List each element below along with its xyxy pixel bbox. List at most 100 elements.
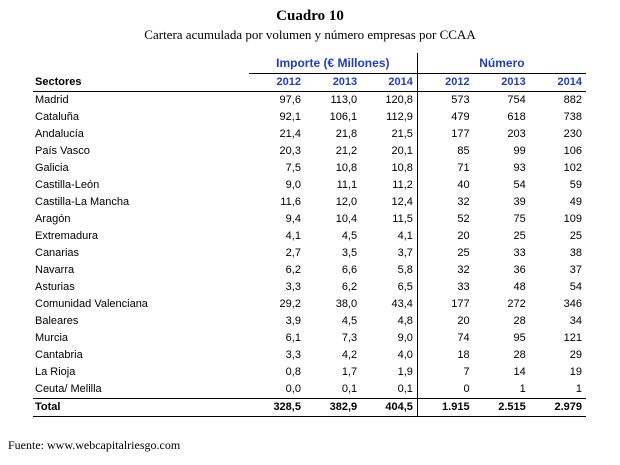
numero-cell: 1 [575, 383, 582, 395]
importe-cell: 112,9 [361, 109, 418, 126]
column-header-year: 2014 [361, 73, 418, 92]
importe-cell: 3,7 [361, 245, 418, 262]
numero-cell: 0 [463, 383, 470, 395]
importe-cell: 11,5 [361, 211, 418, 228]
table-row: Canarias 2,7 3,5 3,7 25 33 38 [33, 245, 586, 262]
importe-cell: 4,0 [361, 347, 418, 364]
importe-cell: 3,5 [341, 247, 358, 259]
table-row: La Rioja 0,8 1,7 1,9 7 14 19 [33, 364, 586, 381]
importe-cell: 4,5 [341, 230, 358, 242]
numero-cell: 230 [563, 128, 582, 140]
importe-cell: 10,8 [335, 162, 358, 174]
importe-cell: 92,1 [279, 111, 301, 123]
numero-cell: 32 [457, 196, 470, 208]
importe-cell: 7,3 [341, 332, 358, 344]
numero-cell: 25 [513, 230, 526, 242]
numero-cell: 28 [513, 349, 526, 361]
numero-cell: 25 [457, 247, 470, 259]
importe-cell: 3,3 [285, 349, 301, 361]
importe-cell: 10,4 [335, 213, 358, 225]
table-row: Cantabria 3,3 4,2 4,0 18 28 29 [33, 347, 586, 364]
sector-name: Ceuta/ Melilla [35, 383, 102, 395]
table-row: Baleares 3,9 4,5 4,8 20 28 34 [33, 313, 586, 330]
data-table: Importe (€ Millones) Número Sectores 201… [33, 53, 586, 417]
sector-name: Asturias [35, 281, 75, 293]
table-row: Madrid 97,6 113,0 120,8 573 754 882 [33, 91, 586, 109]
numero-cell: 28 [513, 315, 526, 327]
sector-name: País Vasco [35, 145, 90, 157]
sector-name: Galicia [35, 162, 69, 174]
importe-cell: 328,5 [248, 398, 305, 417]
importe-cell: 21,4 [279, 128, 301, 140]
importe-cell: 0,8 [285, 366, 301, 378]
numero-cell: 38 [569, 247, 582, 259]
table-row: Cataluña 92,1 106,1 112,9 479 618 738 [33, 109, 586, 126]
numero-cell: 1.915 [417, 398, 474, 417]
numero-cell: 49 [569, 196, 582, 208]
numero-cell: 40 [457, 179, 470, 191]
column-header-year: 2012 [248, 73, 305, 92]
numero-cell: 106 [563, 145, 582, 157]
numero-cell: 109 [563, 213, 582, 225]
numero-cell: 618 [507, 111, 526, 123]
blank-header-cell [33, 53, 249, 74]
importe-cell: 4,1 [361, 228, 418, 245]
importe-cell: 6,1 [285, 332, 301, 344]
importe-cell: 11,2 [361, 177, 418, 194]
table-row: Galicia 7,5 10,8 10,8 71 93 102 [33, 160, 586, 177]
importe-cell: 43,4 [361, 296, 418, 313]
importe-cell: 38,0 [335, 298, 358, 310]
numero-cell: 177 [451, 128, 470, 140]
importe-cell: 4,8 [361, 313, 418, 330]
numero-cell: 19 [569, 366, 582, 378]
numero-cell: 573 [451, 94, 470, 106]
numero-cell: 75 [513, 213, 526, 225]
group-header-numero: Número [417, 53, 586, 74]
importe-cell: 6,2 [341, 281, 358, 293]
table-row: País Vasco 20,3 21,2 20,1 85 99 106 [33, 143, 586, 160]
importe-cell: 113,0 [330, 94, 358, 106]
sector-name: Murcia [35, 332, 69, 344]
numero-cell: 20 [457, 230, 470, 242]
numero-cell: 39 [513, 196, 526, 208]
numero-cell: 74 [457, 332, 470, 344]
table-row: Comunidad Valenciana 29,2 38,0 43,4 177 272 34… [33, 296, 586, 313]
importe-cell: 11,1 [336, 179, 358, 191]
sector-name: Cantabria [35, 349, 83, 361]
numero-cell: 71 [457, 162, 470, 174]
numero-cell: 85 [457, 145, 470, 157]
numero-cell: 754 [507, 94, 526, 106]
importe-cell: 2,7 [285, 247, 301, 259]
column-header-year: 2012 [417, 73, 474, 92]
numero-cell: 882 [563, 94, 582, 106]
table-row: Asturias 3,3 6,2 6,5 33 48 54 [33, 279, 586, 296]
sector-name: Comunidad Valenciana [35, 298, 148, 310]
table-subtitle: Cartera acumulada por volumen y número e… [144, 27, 476, 42]
importe-cell: 382,9 [304, 398, 362, 417]
numero-cell: 99 [513, 145, 526, 157]
table-row: Andalucía 21,4 21,8 21,5 177 203 230 [33, 126, 586, 143]
numero-cell: 14 [513, 366, 526, 378]
table-row: Castilla-La Mancha 11,6 12,0 12,4 32 39 49 [33, 194, 586, 211]
importe-cell: 10,8 [361, 160, 418, 177]
table-title: Cuadro 10 [276, 8, 344, 24]
sector-name: Castilla-León [35, 179, 100, 191]
sector-name: Aragón [35, 213, 71, 225]
numero-cell: 33 [457, 281, 470, 293]
importe-cell: 21,8 [335, 128, 358, 140]
table-row: Murcia 6,1 7,3 9,0 74 95 121 [33, 330, 586, 347]
importe-cell: 3,3 [285, 281, 301, 293]
numero-cell: 738 [563, 111, 582, 123]
numero-cell: 177 [451, 298, 470, 310]
numero-cell: 121 [563, 332, 582, 344]
importe-cell: 6,5 [361, 279, 418, 296]
sector-name: Andalucía [35, 128, 84, 140]
table-total-row: Total 328,5 382,9 404,5 1.915 2.515 2.979 [33, 398, 586, 417]
numero-cell: 32 [457, 264, 470, 276]
importe-cell: 9,0 [285, 179, 301, 191]
importe-cell: 0,0 [285, 383, 301, 395]
source-note: Fuente: www.webcapitalriesgo.com [8, 438, 181, 452]
table-row: Extremadura 4,1 4,5 4,1 20 25 25 [33, 228, 586, 245]
numero-cell: 54 [513, 179, 526, 191]
importe-cell: 12,0 [335, 196, 358, 208]
